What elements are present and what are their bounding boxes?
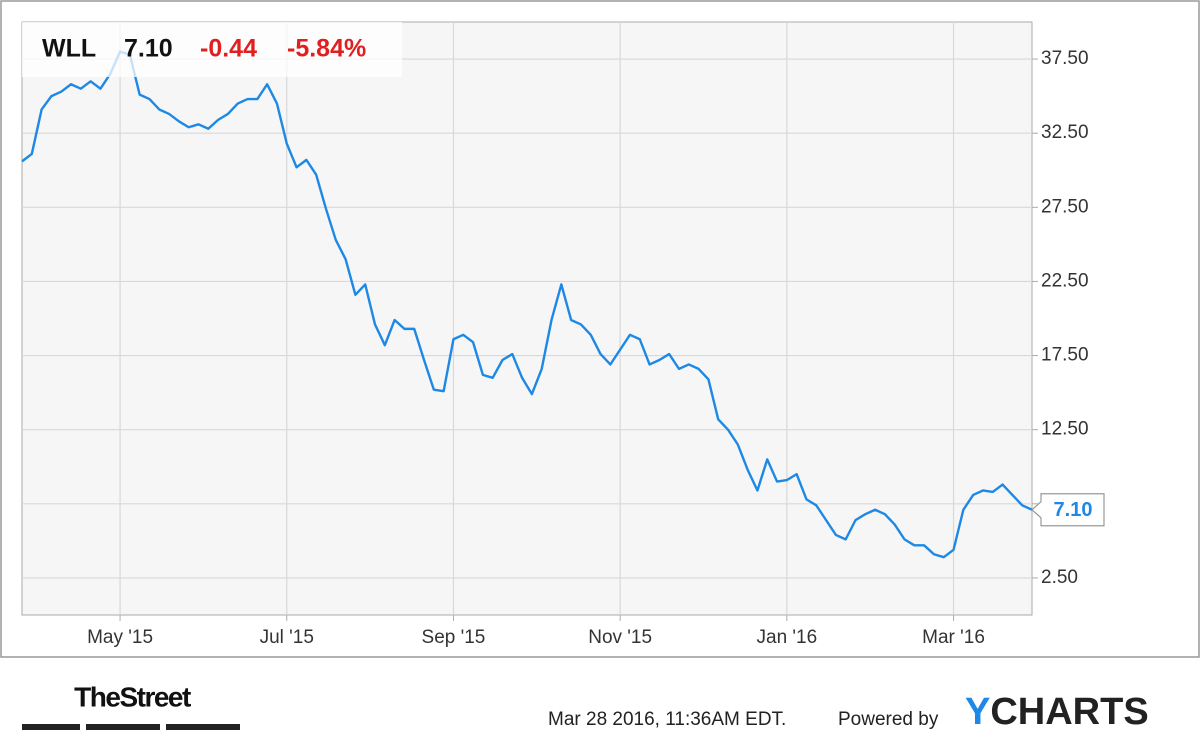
change: -0.44 bbox=[200, 35, 257, 63]
x-tick-label: Sep '15 bbox=[422, 627, 486, 648]
logo-bar bbox=[22, 724, 80, 730]
logo-bar bbox=[166, 724, 240, 730]
y-tick-label: 2.50 bbox=[1041, 567, 1078, 588]
timestamp: Mar 28 2016, 11:36AM EDT. bbox=[548, 709, 786, 730]
last-value-box bbox=[1031, 493, 1105, 527]
x-tick-label: Nov '15 bbox=[588, 627, 652, 648]
x-tick-label: Jan '16 bbox=[757, 627, 818, 648]
y-tick-label: 12.50 bbox=[1041, 419, 1089, 440]
price-line bbox=[21, 50, 1033, 559]
logo-bar bbox=[86, 724, 160, 730]
powered-by: Powered by bbox=[838, 709, 939, 730]
y-tick-label: 17.50 bbox=[1041, 345, 1089, 366]
x-tick-label: Jul '15 bbox=[260, 627, 314, 648]
price: 7.10 bbox=[124, 35, 173, 63]
y-tick-label: 32.50 bbox=[1041, 122, 1089, 143]
header-box bbox=[22, 22, 402, 77]
y-tick-label: 22.50 bbox=[1041, 270, 1089, 291]
x-tick-label: May '15 bbox=[87, 627, 153, 648]
last-value-label: 7.10 bbox=[1054, 499, 1093, 521]
change-pct: -5.84% bbox=[287, 35, 366, 63]
plot-area bbox=[21, 21, 1033, 616]
y-tick-label: 27.50 bbox=[1041, 196, 1089, 217]
left-logo: TheStreet bbox=[74, 681, 191, 712]
y-tick-label: 37.50 bbox=[1041, 48, 1089, 69]
x-tick-label: Mar '16 bbox=[922, 627, 985, 648]
right-logo: YCHARTS bbox=[965, 691, 1149, 733]
ticker: WLL bbox=[42, 35, 96, 63]
